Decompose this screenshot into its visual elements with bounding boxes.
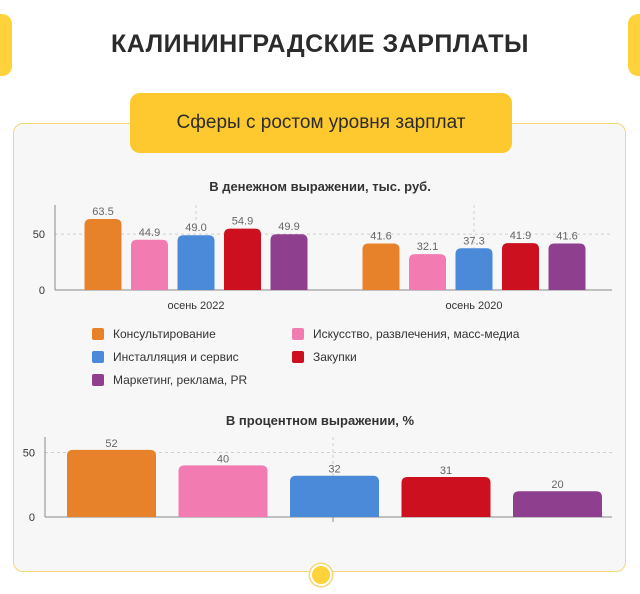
- bar: [455, 248, 493, 290]
- legend-item: Искусство, развлечения, масс-медиа: [292, 327, 519, 341]
- data-label: 32: [328, 464, 340, 476]
- bar: [177, 235, 215, 290]
- chart2-title: В процентном выражении, %: [225, 413, 415, 428]
- legend-swatch: [292, 328, 304, 340]
- bar: [224, 228, 261, 290]
- legend-label: Инсталляция и сервис: [113, 350, 239, 364]
- legend-label: Консультирование: [113, 327, 216, 341]
- data-label: 49.0: [185, 222, 206, 234]
- data-label: 44.9: [139, 227, 160, 239]
- data-label: 52: [105, 438, 117, 450]
- subtitle-text: Сферы с ростом уровня зарплат: [176, 112, 466, 133]
- legend-swatch: [292, 351, 304, 363]
- bar: [548, 243, 586, 290]
- bar: [409, 254, 446, 290]
- bar: [67, 449, 156, 517]
- legend-item: Инсталляция и сервис: [92, 350, 239, 364]
- data-label: 37.3: [463, 235, 484, 247]
- bar: [131, 239, 168, 290]
- legend-label: Маркетинг, реклама, PR: [113, 373, 248, 387]
- legend-item: Маркетинг, реклама, PR: [92, 373, 247, 387]
- data-label: 32.1: [417, 241, 438, 253]
- legend-item: Консультирование: [92, 327, 216, 341]
- legend-label: Искусство, развлечения, масс-медиа: [313, 327, 520, 341]
- data-label: 54.9: [232, 216, 253, 228]
- percent-chart: 0 50 52 40 32 31 20: [23, 437, 612, 524]
- bar: [513, 491, 602, 517]
- chart1-title: В денежном выражении, тыс. руб.: [209, 179, 431, 194]
- legend-swatch: [92, 351, 104, 363]
- page-title: КАЛИНИНГРАДСКИЕ ЗАРПЛАТЫ: [110, 30, 529, 58]
- legend-swatch: [92, 374, 104, 386]
- x-tick-label: осень 2020: [445, 300, 502, 312]
- y-tick-label: 0: [39, 285, 45, 297]
- subtitle-banner: Сферы с ростом уровня зарплат: [130, 93, 512, 153]
- data-label: 41.9: [510, 230, 531, 242]
- data-label: 40: [217, 453, 229, 465]
- y-tick-label: 50: [23, 447, 35, 459]
- money-chart: 0 50 63.5 44.9 49.0 54.9 49.9 осень 2022 41.6 32.…: [33, 205, 612, 312]
- data-label: 41.6: [556, 230, 577, 242]
- bar: [178, 465, 268, 517]
- data-label: 63.5: [92, 206, 113, 218]
- data-label: 31: [440, 465, 452, 477]
- bar: [84, 218, 122, 290]
- y-tick-label: 0: [29, 512, 35, 524]
- legend-item: Закупки: [292, 350, 357, 364]
- bar: [270, 234, 308, 290]
- x-tick-label: осень 2022: [167, 300, 224, 312]
- y-tick-label: 50: [33, 229, 45, 241]
- data-label: 49.9: [278, 221, 299, 233]
- bar: [401, 477, 491, 517]
- data-label: 41.6: [370, 230, 391, 242]
- left-corner-tab: [0, 14, 12, 76]
- bottom-dot-marker: [310, 564, 332, 586]
- chart1-legend: Консультирование Искусство, развлечения, …: [92, 327, 592, 393]
- right-corner-tab: [628, 14, 640, 76]
- legend-swatch: [92, 328, 104, 340]
- legend-label: Закупки: [313, 350, 357, 364]
- bar: [290, 475, 379, 517]
- bar: [362, 243, 400, 290]
- bar: [502, 243, 539, 290]
- data-label: 20: [551, 479, 563, 491]
